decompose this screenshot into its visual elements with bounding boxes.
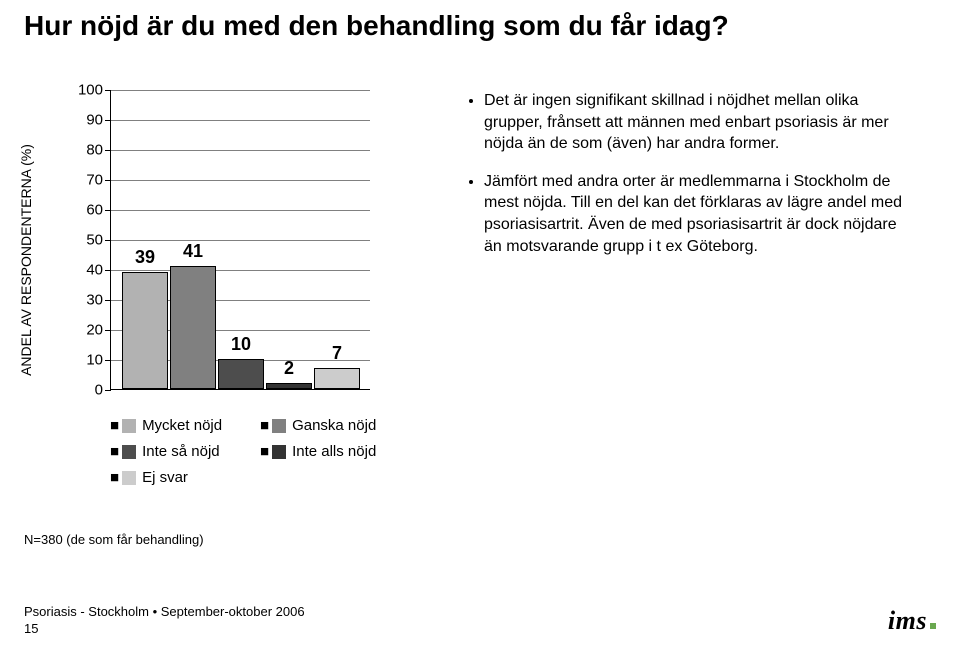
y-tick-mark	[105, 390, 111, 391]
y-tick-mark	[105, 240, 111, 241]
legend: ■ Mycket nöjd ■ Ganska nöjd ■ Inte så nöjd ■ In…	[110, 415, 410, 493]
y-tick-mark	[105, 120, 111, 121]
plot-area: 010203040506070809010039411027	[110, 90, 370, 390]
bar-value-label: 2	[284, 358, 294, 379]
bar-value-label: 10	[231, 334, 251, 355]
legend-swatch	[122, 445, 136, 459]
bar	[218, 359, 264, 389]
logo: ims	[888, 606, 936, 636]
footer-sep: •	[149, 604, 161, 619]
y-tick-label: 10	[73, 352, 103, 369]
y-axis-label: ANDEL AV RESPONDENTERNA (%)	[18, 90, 34, 430]
y-tick-mark	[105, 180, 111, 181]
legend-label: Inte alls nöjd	[292, 441, 376, 463]
legend-marker-icon: ■	[260, 415, 269, 437]
y-tick-mark	[105, 330, 111, 331]
footer-line2: September-oktober 2006	[161, 604, 305, 619]
y-tick-label: 30	[73, 292, 103, 309]
y-tick-mark	[105, 90, 111, 91]
bar-chart: 010203040506070809010039411027	[60, 90, 400, 430]
bar-value-label: 39	[135, 247, 155, 268]
legend-label: Ganska nöjd	[292, 415, 376, 437]
y-tick-label: 40	[73, 262, 103, 279]
legend-item: ■ Ej svar	[110, 467, 260, 489]
bar-value-label: 41	[183, 241, 203, 262]
legend-marker-icon: ■	[110, 467, 119, 489]
y-tick-label: 80	[73, 142, 103, 159]
footer-page: 15	[24, 621, 38, 636]
bar	[170, 266, 216, 389]
logo-text: ims	[888, 606, 927, 635]
y-tick-mark	[105, 300, 111, 301]
y-tick-mark	[105, 210, 111, 211]
y-tick-mark	[105, 150, 111, 151]
legend-label: Mycket nöjd	[142, 415, 222, 437]
bar-value-label: 7	[332, 343, 342, 364]
bullets: Det är ingen signifikant skillnad i nöjd…	[466, 90, 916, 273]
legend-item: ■ Inte så nöjd	[110, 441, 260, 463]
logo-dot-icon	[930, 623, 936, 629]
bar	[122, 272, 168, 389]
grid-line	[111, 90, 370, 91]
legend-swatch	[272, 419, 286, 433]
legend-marker-icon: ■	[260, 441, 269, 463]
y-tick-mark	[105, 270, 111, 271]
grid-line	[111, 150, 370, 151]
y-tick-label: 60	[73, 202, 103, 219]
y-tick-label: 0	[73, 382, 103, 399]
footer: Psoriasis - Stockholm • September-oktobe…	[24, 604, 305, 638]
y-tick-label: 50	[73, 232, 103, 249]
grid-line	[111, 120, 370, 121]
footer-line1: Psoriasis - Stockholm	[24, 604, 149, 619]
bar	[314, 368, 360, 389]
y-tick-label: 90	[73, 112, 103, 129]
legend-swatch	[272, 445, 286, 459]
bullet-item: Jämfört med andra orter är medlemmarna i…	[484, 171, 916, 257]
legend-item: ■ Mycket nöjd	[110, 415, 260, 437]
y-tick-label: 100	[73, 82, 103, 99]
page-title: Hur nöjd är du med den behandling som du…	[24, 10, 729, 42]
bullet-item: Det är ingen signifikant skillnad i nöjd…	[484, 90, 916, 155]
legend-swatch	[122, 419, 136, 433]
grid-line	[111, 210, 370, 211]
legend-item: ■ Inte alls nöjd	[260, 441, 410, 463]
y-tick-label: 20	[73, 322, 103, 339]
legend-label: Inte så nöjd	[142, 441, 220, 463]
grid-line	[111, 180, 370, 181]
legend-item: ■ Ganska nöjd	[260, 415, 410, 437]
legend-marker-icon: ■	[110, 415, 119, 437]
grid-line	[111, 270, 370, 271]
y-tick-label: 70	[73, 172, 103, 189]
y-tick-mark	[105, 360, 111, 361]
legend-swatch	[122, 471, 136, 485]
bar	[266, 383, 312, 389]
legend-marker-icon: ■	[110, 441, 119, 463]
n-note: N=380 (de som får behandling)	[24, 532, 204, 547]
legend-label: Ej svar	[142, 467, 188, 489]
grid-line	[111, 240, 370, 241]
